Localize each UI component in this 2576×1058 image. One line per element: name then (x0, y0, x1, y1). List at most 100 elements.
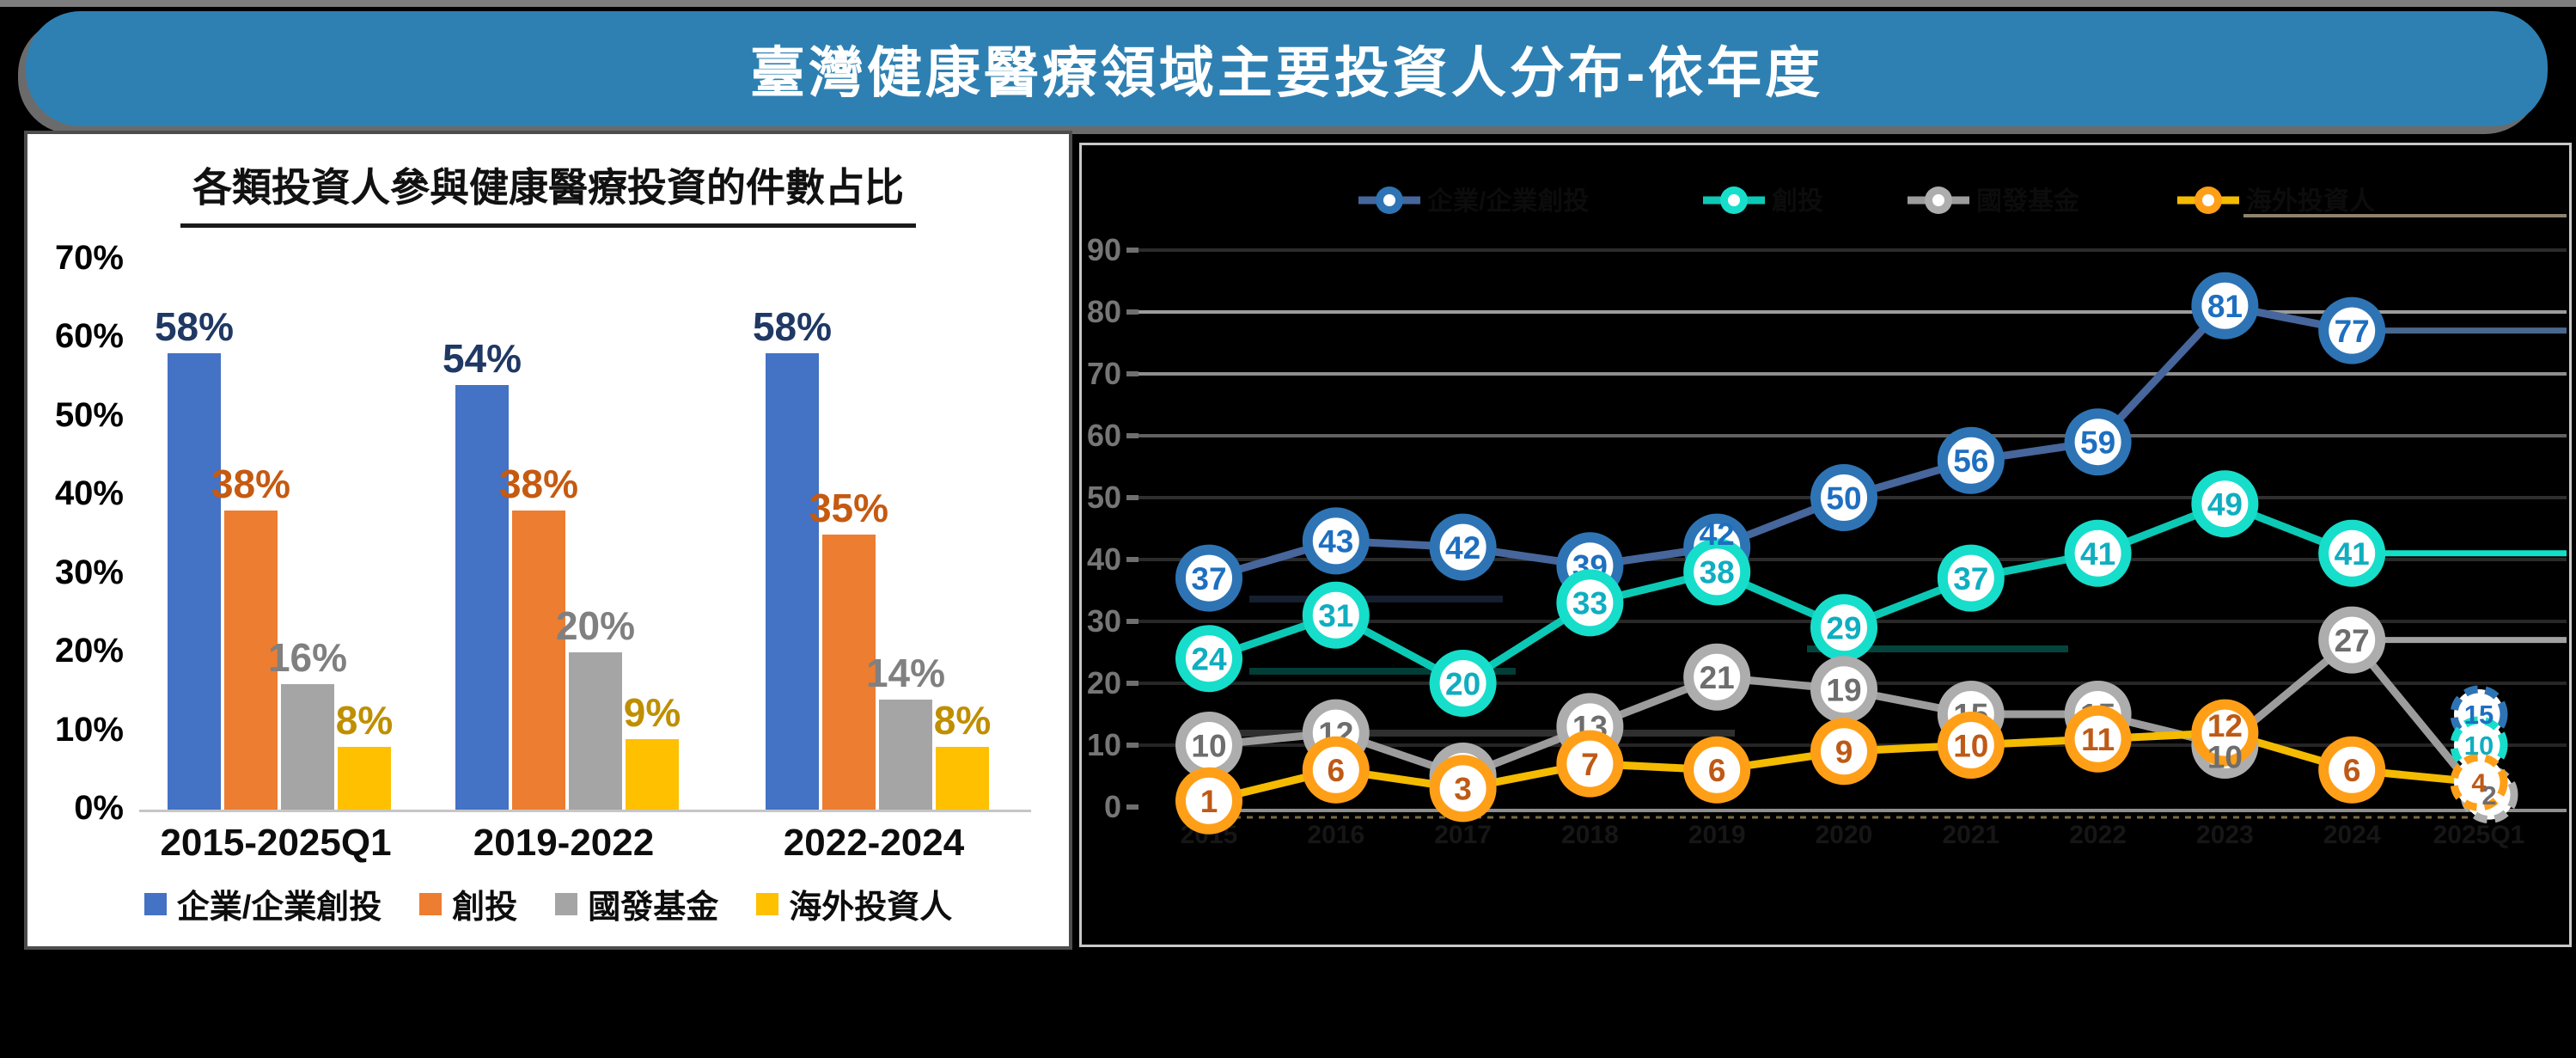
x-axis-tick-label: 2019 (1688, 821, 1746, 849)
y-axis-tick-label: 10% (54, 710, 124, 749)
x-axis-tick-label: 2020 (1816, 821, 1873, 849)
data-point-overseas-investors-2017 (1429, 755, 1497, 823)
y-axis-tick-label: 70 (1087, 356, 1121, 391)
y-axis-tick-mark (1126, 681, 1138, 686)
legend-label-overseas-investors: 海外投資人 (2246, 187, 2375, 216)
bar-overseas-investors (338, 746, 391, 810)
legend-marker-center-dot (1932, 194, 1944, 206)
y-axis-tick-mark (1126, 248, 1138, 253)
x-axis-tick-label: 2025Q1 (2433, 821, 2525, 849)
data-point-vc-2019 (1683, 538, 1751, 606)
data-label-overseas-investors-2021: 10 (1953, 728, 1988, 763)
y-axis-tick-label: 10 (1087, 727, 1121, 762)
data-label-vc-2017: 20 (1445, 666, 1480, 701)
data-point-overseas-investors-2022 (2064, 705, 2132, 773)
legend-label: 創投 (452, 890, 518, 926)
bar-vc (224, 511, 278, 810)
data-label-corporate-cvc-2015: 37 (1191, 561, 1226, 596)
data-point-national-development-fund-2024 (2318, 606, 2386, 674)
x-axis-tick-label: 2017 (1434, 821, 1492, 849)
bar-vc (822, 534, 876, 810)
data-label-corporate-cvc-2016: 43 (1318, 524, 1353, 560)
bar-value-label: 54% (442, 335, 522, 381)
x-axis-tick-label: 2018 (1561, 821, 1619, 849)
data-point-overseas-investors-2020 (1810, 718, 1877, 786)
legend-item-overseas-investors: 海外投資人 (756, 880, 952, 927)
x-axis-tick-label: 2024 (2323, 821, 2381, 849)
legend-marker-center-dot (2202, 194, 2214, 206)
data-label-overseas-investors-2023: 12 (2207, 708, 2243, 743)
series-line-corporate-cvc (1207, 301, 2353, 582)
data-label-national-development-fund-2019: 21 (1700, 660, 1735, 695)
y-axis-tick-label: 80 (1087, 294, 1121, 329)
data-label-overseas-investors-2020: 9 (1835, 735, 1853, 770)
y-axis-tick-label: 0 (1104, 789, 1121, 824)
bar-value-label: 35% (809, 485, 889, 530)
bar-chart-title-text: 各類投資人參與健康醫療投資的件數占比 (180, 156, 916, 228)
data-label-overseas-investors-2018: 7 (1581, 747, 1599, 782)
x-axis-category-label: 2019-2022 (473, 822, 655, 864)
data-point-overseas-investors-2024 (2318, 736, 2386, 804)
data-label-overseas-investors-2015: 1 (1200, 784, 1218, 819)
y-axis-tick-label: 40 (1087, 541, 1121, 577)
legend-label-national-development-fund: 國發基金 (1976, 187, 2080, 216)
data-label-national-development-fund-2015: 10 (1191, 728, 1226, 763)
y-axis-tick-mark (1126, 495, 1138, 500)
data-label-overseas-investors-2025Q1: 4 (2471, 768, 2487, 798)
bar-value-label: 8% (335, 697, 394, 743)
bar-national-development-fund (281, 683, 334, 810)
bar-national-development-fund (879, 699, 932, 810)
line-chart-panel: 0 10 20 30 40 50 60 70 80 90 2015 2016 2017 2018 2019 2… (1079, 143, 2572, 947)
bar-chart-legend: 企業/企業創投 創投 國發基金 海外投資人 (27, 880, 1069, 927)
bar-national-development-fund (569, 652, 622, 810)
data-point-overseas-investors-2021 (1937, 712, 2005, 779)
data-label-overseas-investors-2017: 3 (1454, 772, 1472, 807)
data-point-vc-2017 (1429, 650, 1497, 717)
legend-item-vc: 創投 (419, 880, 517, 927)
data-label-overseas-investors-2019: 6 (1708, 753, 1726, 788)
data-point-vc-2016 (1302, 581, 1370, 649)
bar-corporate-cvc (766, 353, 819, 810)
legend-label: 海外投資人 (789, 890, 953, 926)
data-point-vc-2024 (2318, 519, 2386, 587)
y-axis-tick-mark (1126, 433, 1138, 438)
top-edge-strip (0, 0, 2576, 7)
data-point-overseas-investors-2018 (1556, 730, 1624, 798)
data-label-corporate-cvc-2023: 81 (2207, 289, 2243, 324)
data-point-corporate-cvc-2022 (2064, 408, 2132, 476)
data-label-corporate-cvc-2021: 56 (1953, 443, 1988, 479)
y-axis-tick-mark (1126, 743, 1138, 748)
bar-value-label: 58% (154, 304, 235, 350)
bar-value-label: 9% (623, 689, 681, 735)
bar-value-label: 14% (865, 650, 946, 695)
data-label-corporate-cvc-2024: 77 (2335, 314, 2370, 349)
data-point-vc-2021 (1937, 544, 2005, 612)
y-axis-tick-label: 70% (54, 238, 124, 277)
series-line-vc (1207, 499, 2353, 688)
y-axis-tick-mark (1126, 371, 1138, 376)
series-line-overseas-investors (1207, 729, 2353, 805)
y-axis-tick-label: 60 (1087, 418, 1121, 453)
data-label-national-development-fund-2023: 10 (2207, 739, 2243, 774)
bar-overseas-investors (936, 746, 989, 810)
data-point-vc-2018 (1556, 569, 1624, 637)
data-label-corporate-cvc-2019: 42 (1700, 517, 1735, 552)
legend-swatch-icon (756, 892, 779, 915)
data-point-national-development-fund-2019 (1683, 643, 1751, 711)
data-point-overseas-investors-2025Q1 (2450, 753, 2508, 811)
legend-label-vc: 創投 (1772, 187, 1823, 216)
legend-marker-center-dot (1383, 194, 1395, 206)
data-label-vc-2019: 38 (1700, 555, 1735, 590)
data-point-corporate-cvc-2024 (2318, 297, 2386, 364)
bar-value-label: 16% (267, 634, 348, 680)
legend-marker-center-dot (1728, 194, 1740, 206)
data-label-national-development-fund-2024: 27 (2335, 623, 2370, 658)
data-label-national-development-fund-2020: 19 (1826, 673, 1861, 708)
y-axis-tick-mark (1126, 309, 1138, 315)
data-label-vc-2024: 41 (2335, 536, 2370, 572)
x-axis-tick-label: 2022 (2069, 821, 2127, 849)
y-axis-tick-label: 20% (54, 632, 124, 670)
y-axis-tick-mark (1126, 557, 1138, 562)
x-axis-tick-label: 2016 (1307, 821, 1364, 849)
